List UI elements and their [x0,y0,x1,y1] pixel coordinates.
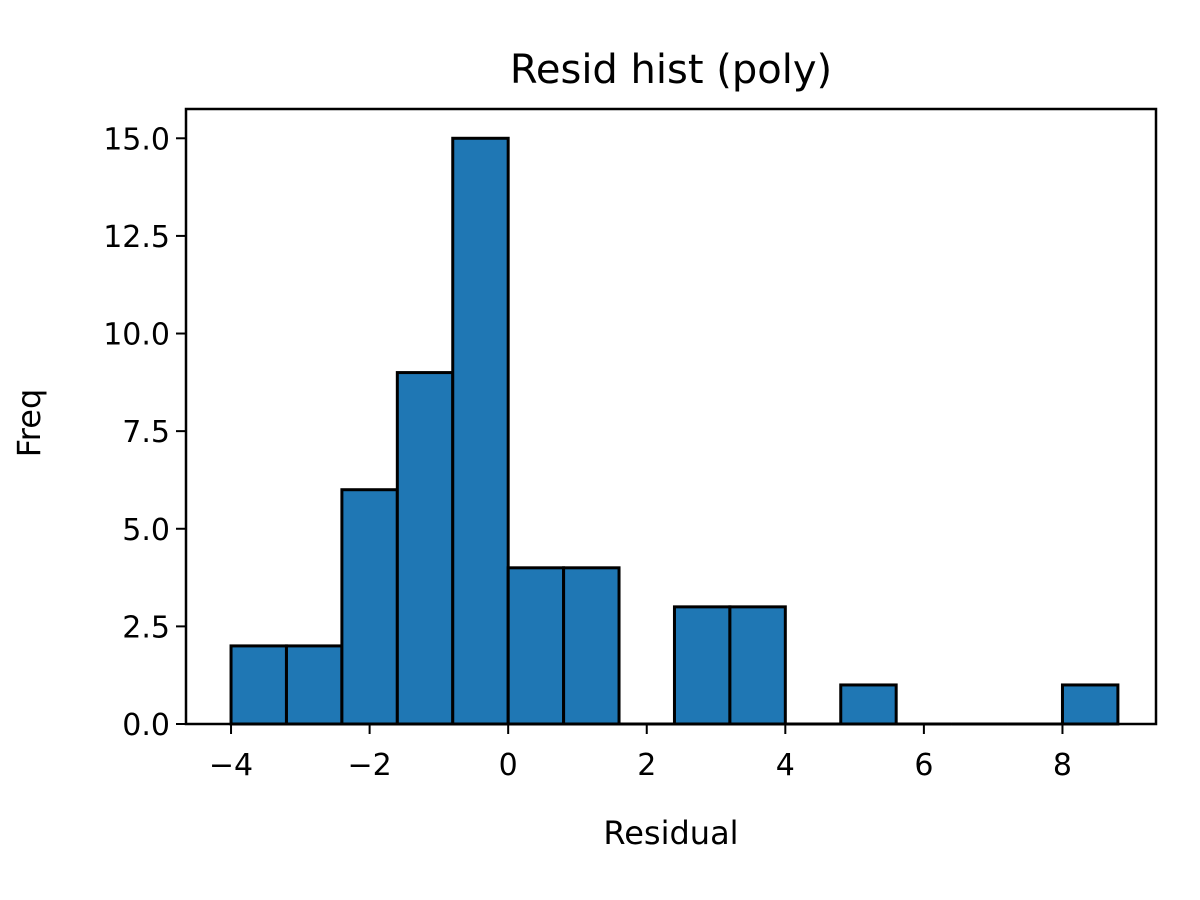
x-tick-label: 4 [776,748,795,783]
x-tick-label: 2 [637,748,656,783]
histogram-bar-1 [284,644,344,726]
x-axis-ticks: −4 −2 0 2 4 6 8 [209,724,1072,783]
chart-title: Resid hist (poly) [510,47,832,93]
x-tick-label: 8 [1053,748,1072,783]
y-axis-ticks: 0.0 2.5 5.0 7.5 10.0 12.5 15.0 [103,122,186,743]
histogram-bar-6 [562,566,621,726]
x-axis-label: Residual [603,814,738,852]
bars-group [229,136,1120,726]
histogram-bar-9 [728,605,787,726]
y-tick-label: 7.5 [122,415,170,450]
histogram-bar-15 [1060,683,1120,726]
x-tick-label: −2 [347,748,391,783]
y-tick-label: 0.0 [122,708,170,743]
histogram-bar-5 [506,566,566,726]
plot-frame [184,107,1158,726]
histogram-bar-8 [672,605,732,726]
y-tick-label: 5.0 [122,513,170,548]
x-tick-label: 0 [499,748,518,783]
x-tick-label: 6 [914,748,933,783]
histogram-bar-11 [839,683,898,726]
histogram-bar-2 [340,488,399,726]
y-tick-label: 15.0 [103,122,170,157]
x-tick-label: −4 [209,748,253,783]
y-tick-label: 2.5 [122,610,170,645]
y-tick-label: 10.0 [103,318,170,353]
y-axis-label: Freq [10,389,48,458]
histogram-bar-4 [451,136,510,726]
histogram-bar-3 [395,371,455,726]
y-tick-label: 12.5 [103,220,170,255]
histogram-bar-0 [229,644,288,726]
